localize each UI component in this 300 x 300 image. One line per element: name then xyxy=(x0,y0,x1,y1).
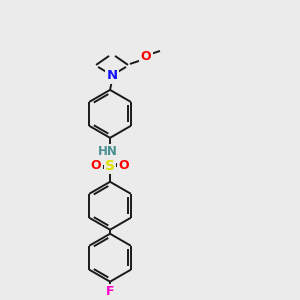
Text: O: O xyxy=(119,159,129,172)
Text: S: S xyxy=(105,159,115,173)
Text: O: O xyxy=(91,159,101,172)
Text: HN: HN xyxy=(98,145,118,158)
Text: O: O xyxy=(141,50,151,63)
Text: N: N xyxy=(106,69,118,82)
Text: F: F xyxy=(106,285,114,298)
